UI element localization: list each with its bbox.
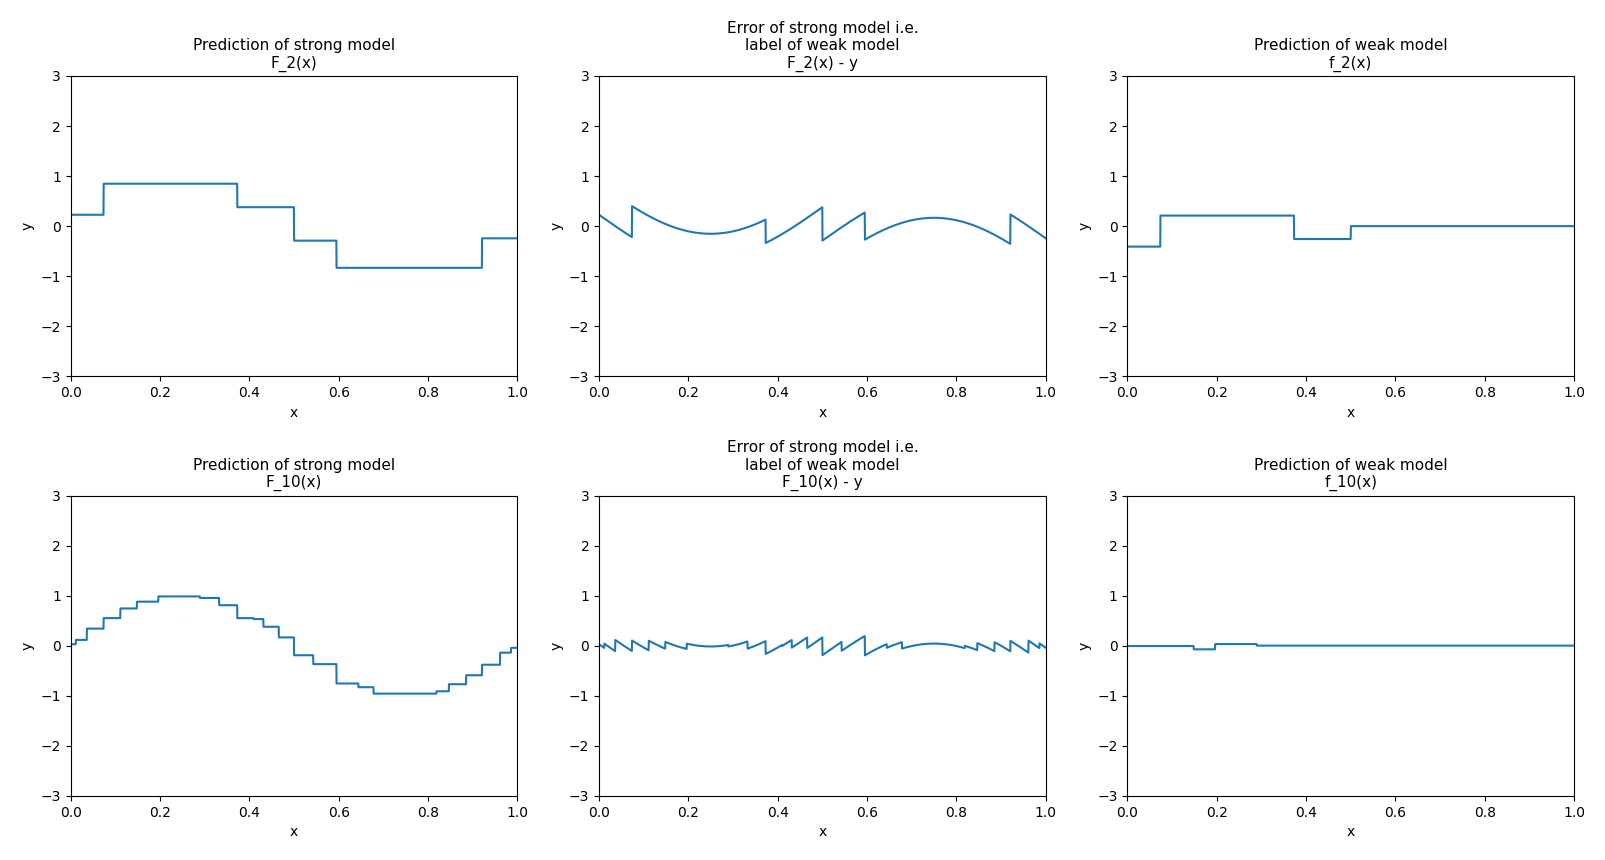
X-axis label: x: x bbox=[1347, 825, 1355, 839]
X-axis label: x: x bbox=[289, 406, 299, 420]
Title: Prediction of weak model
f_10(x): Prediction of weak model f_10(x) bbox=[1254, 458, 1446, 491]
Y-axis label: y: y bbox=[1077, 642, 1091, 650]
X-axis label: x: x bbox=[819, 406, 827, 420]
Y-axis label: y: y bbox=[21, 642, 35, 650]
X-axis label: x: x bbox=[1347, 406, 1355, 420]
Y-axis label: y: y bbox=[21, 222, 35, 230]
X-axis label: x: x bbox=[289, 825, 299, 839]
Title: Prediction of weak model
f_2(x): Prediction of weak model f_2(x) bbox=[1254, 38, 1446, 72]
Title: Prediction of strong model
F_10(x): Prediction of strong model F_10(x) bbox=[193, 458, 395, 491]
Title: Prediction of strong model
F_2(x): Prediction of strong model F_2(x) bbox=[193, 38, 395, 72]
Y-axis label: y: y bbox=[1077, 222, 1091, 230]
Y-axis label: y: y bbox=[549, 642, 563, 650]
Title: Error of strong model i.e.
label of weak model
F_2(x) - y: Error of strong model i.e. label of weak… bbox=[725, 21, 918, 72]
Title: Error of strong model i.e.
label of weak model
F_10(x) - y: Error of strong model i.e. label of weak… bbox=[725, 440, 918, 491]
Y-axis label: y: y bbox=[549, 222, 563, 230]
X-axis label: x: x bbox=[819, 825, 827, 839]
